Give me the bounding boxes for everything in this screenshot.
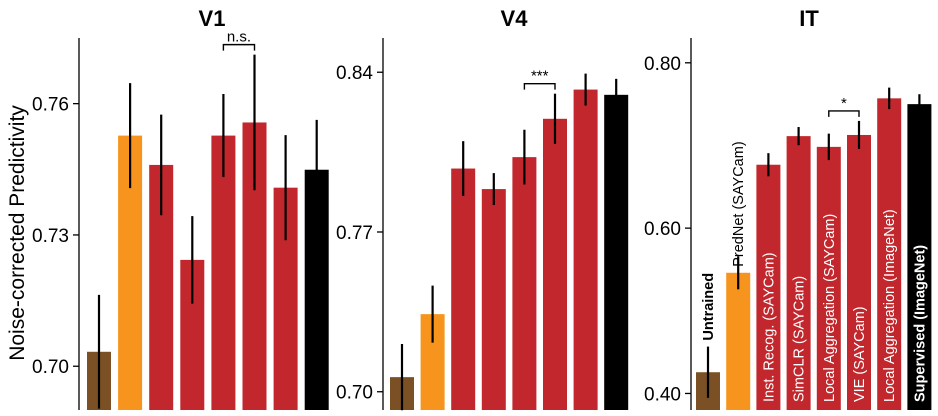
significance-bracket (222, 43, 256, 51)
y-tick-label: 0.76 (32, 95, 69, 116)
bar (451, 168, 476, 410)
y-tick-label: 0.77 (336, 223, 373, 244)
bar (726, 272, 751, 410)
bar (481, 189, 506, 410)
category-label: Untrained (701, 273, 717, 341)
category-label: Inst. Recog. (SAYCam) (761, 252, 777, 402)
y-tick-label: 0.80 (644, 54, 681, 75)
bar (847, 134, 871, 410)
y-tick-label: 0.70 (336, 383, 373, 404)
significance-bracket (828, 110, 860, 117)
category-label: Local Aggregation (ImageNet) (882, 209, 898, 402)
significance-label: * (841, 95, 847, 112)
significance-bracket (523, 82, 556, 90)
bar (877, 98, 902, 410)
bar (573, 89, 598, 410)
significance-label: n.s. (227, 29, 251, 46)
category-label: Local Aggregation (SAYCam) (822, 214, 838, 402)
significance-label: *** (531, 68, 549, 85)
category-label: SimCLR (SAYCam) (792, 276, 808, 402)
bar (756, 164, 781, 410)
panel-title: IT (799, 6, 819, 31)
y-tick-label: 0.40 (644, 384, 681, 405)
panel-it: IT 0.40 0.60 0.80 * Untrained PredNet (SAYCam)… (644, 6, 932, 410)
category-label: VIE (SAYCam) (852, 306, 868, 402)
bar (512, 157, 537, 410)
bar (543, 118, 567, 410)
y-axis-label: Noise-corrected Predictivity (6, 105, 29, 361)
panel-title: V1 (199, 6, 226, 31)
panel-title: V4 (501, 6, 529, 31)
y-tick-label: 0.70 (32, 357, 69, 378)
panel-v4: V4 0.70 0.77 0.84 *** (336, 6, 629, 411)
category-label: Supervised (ImageNet) (912, 245, 928, 402)
bar (604, 94, 629, 410)
bar (816, 146, 841, 410)
bar (786, 136, 811, 410)
y-tick-label: 0.60 (644, 219, 681, 240)
bar (211, 135, 236, 411)
panel-v1: V1 0.70 0.73 0.76 n.s. (32, 6, 329, 411)
y-tick-label: 0.73 (32, 226, 69, 247)
category-label: PredNet (SAYCam) (731, 141, 747, 266)
bar (907, 104, 932, 410)
y-tick-label: 0.84 (336, 63, 373, 84)
